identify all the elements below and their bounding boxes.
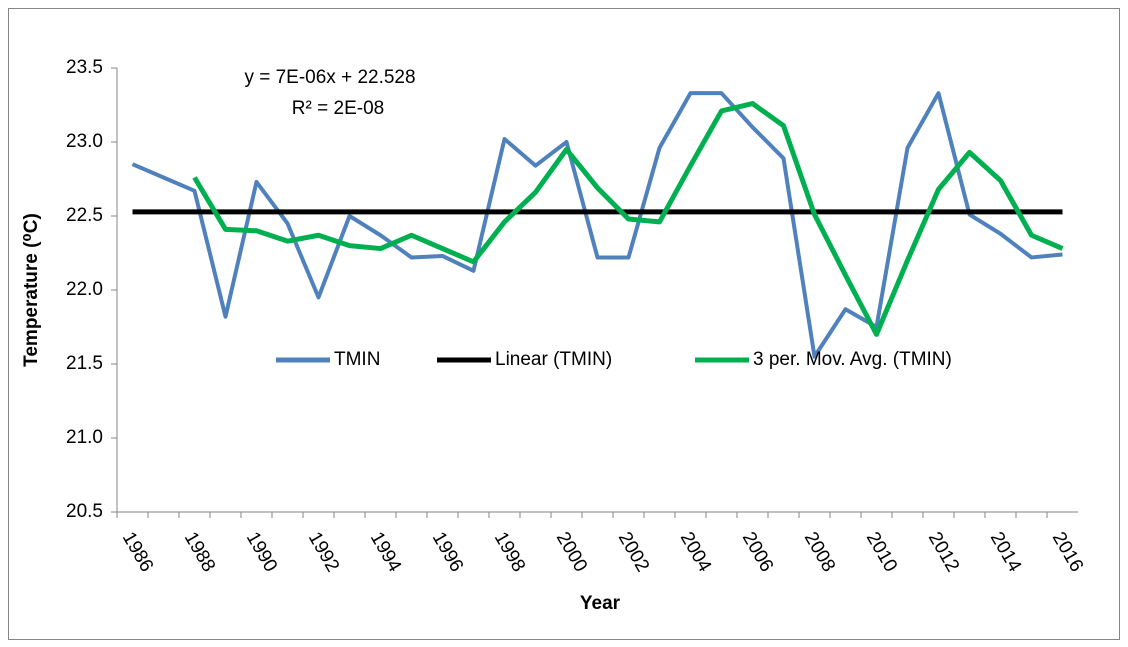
series-line [131, 91, 1063, 359]
y-tick-label: 23.5 [66, 57, 103, 78]
y-tick-label: 21.5 [66, 353, 103, 374]
y-axis-title: Temperature (⁰C) [21, 213, 42, 367]
x-axis-title: Year [580, 593, 621, 614]
y-tick-label: 23.0 [66, 131, 103, 152]
y-tick-label: 22.5 [66, 205, 103, 226]
y-tick-label: 22.0 [66, 279, 103, 300]
y-tick-label: 21.0 [66, 427, 103, 448]
equation: y = 7E-06x + 22.528 [244, 67, 415, 88]
chart-border [8, 8, 1120, 640]
y-tick-label: 20.5 [66, 501, 103, 522]
legend-label: Linear (TMIN) [495, 349, 612, 370]
legend-label: 3 per. Mov. Avg. (TMIN) [753, 349, 952, 370]
series-line [192, 101, 1064, 337]
legend-label: TMIN [334, 349, 380, 370]
r-squared: R² = 2E-08 [292, 98, 384, 119]
